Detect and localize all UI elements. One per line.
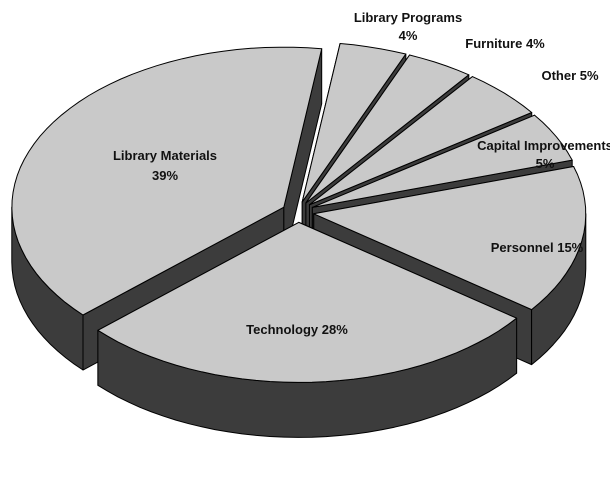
slice-label: Library Programs 4% bbox=[354, 10, 462, 43]
label-name: Library Programs bbox=[354, 10, 462, 25]
slice-top bbox=[305, 54, 470, 204]
slice-label: Capital Improvements 5% bbox=[477, 138, 610, 171]
label-value: 15% bbox=[557, 240, 583, 255]
label-value: 5% bbox=[536, 156, 555, 171]
slice-label: Library Materials 39% bbox=[113, 148, 217, 183]
label-value: 4% bbox=[526, 36, 545, 51]
slice-top bbox=[11, 46, 323, 316]
label-value: 28% bbox=[322, 322, 348, 337]
label-value: 4% bbox=[399, 28, 418, 43]
label-name: Technology bbox=[246, 322, 319, 337]
slice bbox=[97, 221, 518, 438]
slice-top bbox=[313, 166, 587, 311]
slice-top bbox=[97, 221, 518, 383]
slice-top bbox=[311, 114, 573, 208]
label-name: Personnel bbox=[491, 240, 554, 255]
slice-label: Technology 28% bbox=[246, 322, 348, 337]
label-name: Other bbox=[541, 68, 576, 83]
slice-label: Other 5% bbox=[541, 68, 599, 83]
slice-label: Personnel 15% bbox=[491, 240, 584, 255]
label-name: Library Materials bbox=[113, 148, 217, 163]
slice-top bbox=[301, 43, 407, 203]
label-name: Furniture bbox=[465, 36, 522, 51]
slice-top bbox=[308, 76, 533, 206]
label-value: 39% bbox=[152, 168, 178, 183]
slice-label: Furniture 4% bbox=[465, 36, 545, 51]
label-name: Capital Improvements bbox=[477, 138, 610, 153]
label-value: 5% bbox=[580, 68, 599, 83]
